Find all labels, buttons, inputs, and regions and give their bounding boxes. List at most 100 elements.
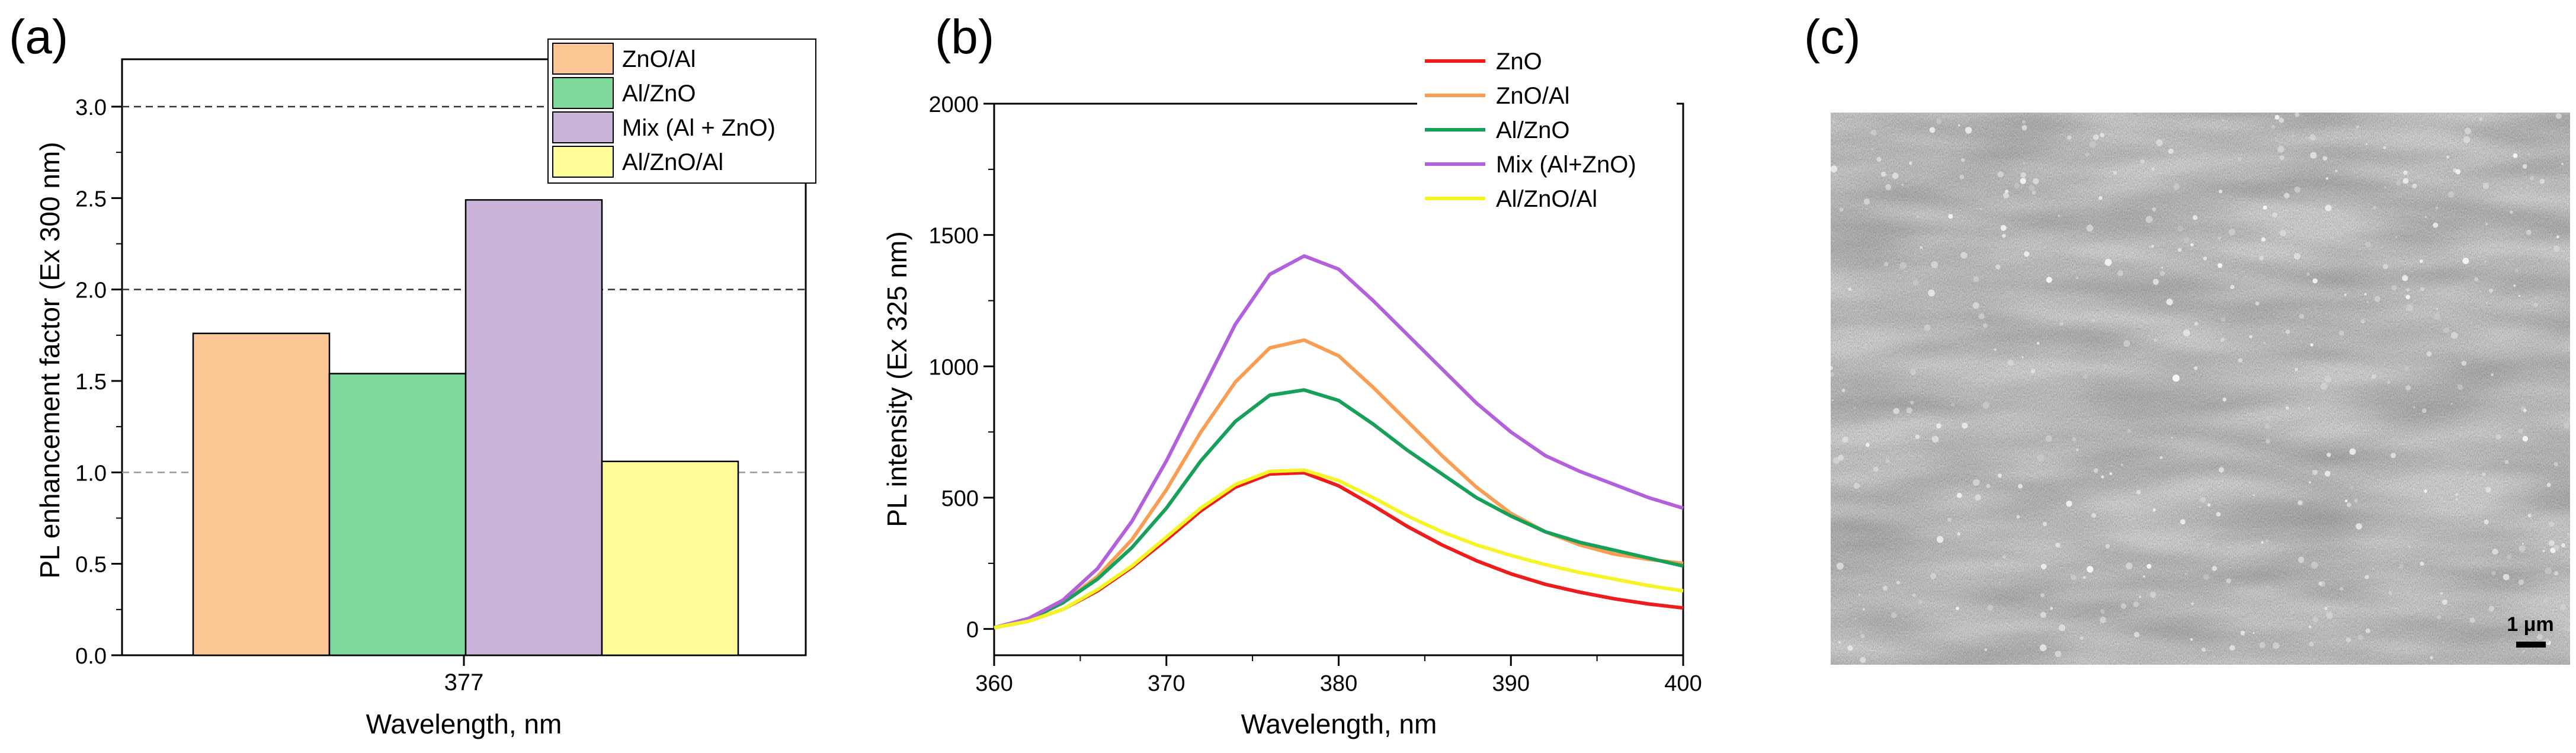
panel-a-label: (a): [9, 10, 68, 64]
sem-particle: [2458, 384, 2463, 390]
sem-particle: [1906, 407, 1912, 414]
sem-particle: [1909, 161, 1912, 165]
sem-particle: [2312, 469, 2318, 475]
sem-particle: [2395, 236, 2398, 239]
sem-particle: [2203, 257, 2207, 261]
panel-b-x-ticks: 360 370 380 390 400: [975, 655, 1702, 696]
sem-particle: [1975, 494, 1981, 501]
sem-particle: [2121, 464, 2123, 466]
sem-particle: [1972, 479, 1980, 486]
sem-particle: [1997, 171, 2004, 178]
sem-particle: [2350, 485, 2354, 490]
sem-particle: [2310, 343, 2314, 347]
sem-particle: [2357, 635, 2363, 640]
sem-particle: [2433, 222, 2439, 228]
sem-particle: [1920, 246, 1923, 249]
legend-label: Al/ZnO/Al: [622, 149, 723, 175]
sem-particle: [1848, 287, 1852, 291]
sem-particle: [2310, 152, 2317, 159]
sem-particle: [2127, 428, 2131, 433]
sem-particle: [2479, 117, 2483, 121]
sem-particle: [2191, 602, 2194, 605]
sem-particle: [2284, 193, 2290, 198]
sem-particle: [2002, 234, 2006, 238]
sem-particle: [2266, 416, 2270, 421]
panel-a-y-ticks: 0.0 0.5 1.0 1.5 2.0 2.5 3.0: [75, 95, 122, 669]
sem-particle: [2264, 424, 2270, 430]
panel-a-legend: ZnO/Al Al/ZnO Mix (Al + ZnO) Al/ZnO/Al: [547, 39, 816, 184]
sem-particle: [2402, 275, 2408, 281]
sem-particle: [2253, 632, 2255, 635]
sem-particle: [2230, 284, 2235, 289]
sem-particle: [2280, 230, 2286, 236]
y-tick-label: 1.0: [75, 461, 107, 486]
sem-particle: [2193, 215, 2198, 220]
sem-particle: [2515, 268, 2519, 273]
sem-particle: [1839, 207, 1844, 212]
sem-particle: [1931, 261, 1939, 268]
panel-a-y-axis-title: PL enhancement factor (Ex 300 nm): [34, 142, 65, 578]
sem-particle: [2142, 575, 2145, 578]
sem-particle: [2309, 642, 2314, 647]
sem-particle: [2553, 544, 2559, 551]
sem-particle: [2561, 162, 2564, 165]
sem-particle: [2183, 237, 2190, 243]
sem-particle: [1987, 604, 1994, 611]
sem-particle: [2277, 146, 2285, 153]
sem-particle: [2561, 543, 2566, 548]
sem-particle: [2479, 290, 2482, 293]
sem-particle: [2420, 562, 2424, 566]
sem-particle: [1831, 165, 1838, 173]
sem-particle: [2446, 155, 2450, 159]
panel-c-sem-image: (c) 1 μm: [1804, 10, 2570, 665]
sem-particle: [2372, 374, 2376, 379]
sem-particle: [1853, 406, 1856, 409]
sem-particle: [1883, 261, 1889, 267]
sem-particle: [2161, 267, 2164, 269]
sem-particle: [2032, 190, 2036, 195]
legend-label: Al/ZnO: [622, 81, 696, 107]
sem-particle: [2430, 656, 2433, 659]
sem-particle: [2308, 625, 2312, 629]
bar-mix-al-zno-: [464, 199, 603, 656]
sem-particle: [2462, 257, 2469, 264]
sem-particle: [1965, 127, 1972, 134]
sem-particle: [2166, 299, 2173, 306]
sem-particle: [2221, 317, 2225, 322]
sem-particle: [2266, 439, 2270, 444]
sem-particle: [1831, 366, 1833, 370]
panel-b-x-axis-title: Wavelength, nm: [1241, 709, 1437, 739]
sem-particle: [1847, 645, 1853, 651]
sem-particle: [2092, 319, 2096, 322]
sem-particle: [2539, 178, 2545, 184]
sem-particle: [2212, 566, 2218, 571]
sem-particle: [1951, 403, 1955, 407]
sem-particle: [2160, 456, 2163, 460]
legend-label: Mix (Al+ZnO): [1496, 152, 1636, 178]
sem-particle: [2076, 277, 2079, 280]
sem-particle: [2194, 366, 2198, 370]
sem-particle: [2263, 205, 2267, 210]
sem-micrograph-shading: [1831, 113, 2570, 665]
sem-particle: [1832, 457, 1840, 464]
y-tick-label: 2.5: [75, 187, 107, 212]
sem-particle: [2491, 373, 2494, 376]
sem-particle: [2420, 287, 2424, 291]
sem-particle: [2529, 176, 2535, 181]
sem-particle: [2100, 133, 2104, 137]
sem-particle: [2272, 212, 2277, 218]
y-tick-label: 0.0: [75, 644, 107, 669]
sem-particle: [2522, 164, 2527, 169]
sem-particle: [2220, 338, 2225, 342]
bar-al-zno: [328, 373, 467, 656]
sem-particle: [2266, 585, 2270, 589]
sem-particle: [2442, 599, 2448, 605]
panel-b-line-chart: (b) 360 370 380 390 400 0 500 1000 1500 2000 Wav…: [882, 10, 1702, 739]
sem-particle: [1936, 536, 1944, 543]
sem-particle: [2408, 546, 2411, 548]
line-mix-al-zno-: [994, 254, 1684, 630]
sem-particle: [2226, 578, 2231, 584]
sem-particle: [2282, 332, 2285, 334]
sem-particle: [2388, 591, 2392, 595]
sem-particle: [1859, 630, 1862, 634]
